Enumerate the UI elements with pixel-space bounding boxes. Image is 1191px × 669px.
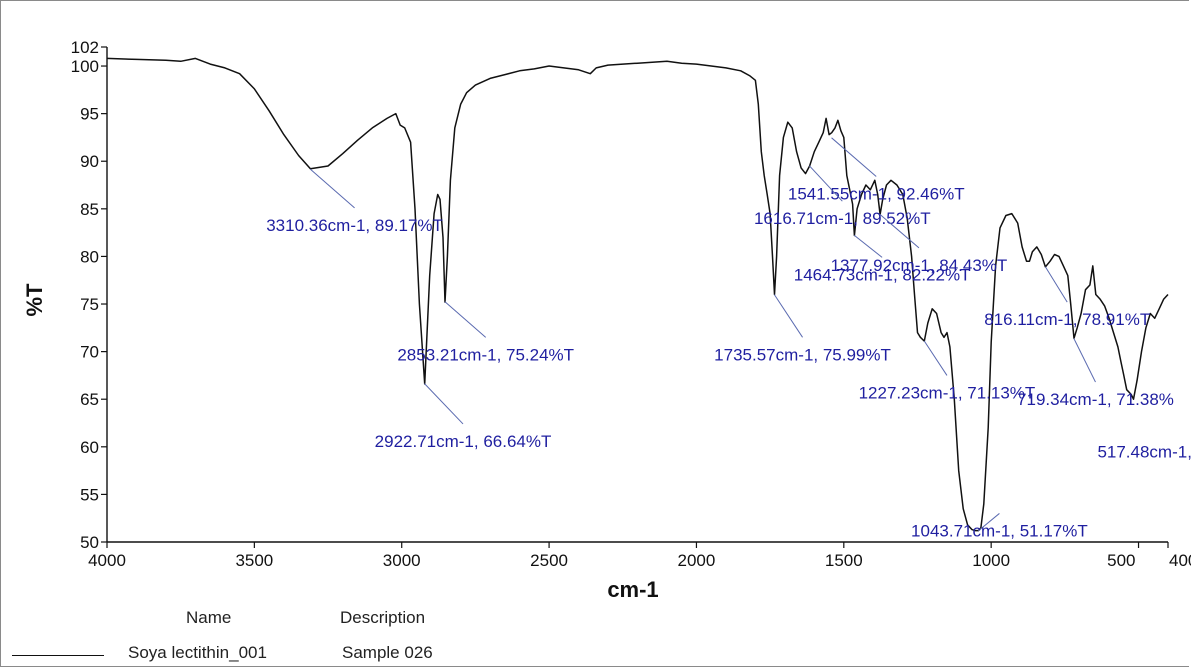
peak-annotation: 1616.71cm-1, 89.52%T bbox=[754, 209, 931, 228]
x-tick-label: 400 bbox=[1169, 551, 1191, 570]
y-tick-label: 85 bbox=[80, 200, 99, 219]
annotation-leader bbox=[309, 168, 355, 209]
annotation-leader bbox=[831, 137, 877, 177]
peak-annotation: 2922.71cm-1, 66.64%T bbox=[375, 432, 552, 451]
x-tick-label: 2500 bbox=[530, 551, 568, 570]
peak-annotation: 816.11cm-1, 78.91%T bbox=[984, 310, 1150, 329]
legend-name-value: Soya lectithin_001 bbox=[128, 643, 267, 662]
peak-annotation: 1541.55cm-1, 92.46%T bbox=[788, 184, 965, 203]
peak-annotation: 719.34cm-1, 71.38% bbox=[1017, 390, 1174, 409]
x-tick-label: 1500 bbox=[825, 551, 863, 570]
y-tick-label: 65 bbox=[80, 390, 99, 409]
peak-annotation: 3310.36cm-1, 89.17%T bbox=[266, 216, 443, 235]
x-axis-label: cm-1 bbox=[607, 577, 658, 602]
peak-annotation: 2853.21cm-1, 75.24%T bbox=[397, 345, 574, 364]
annotation-leader bbox=[773, 294, 803, 338]
annotation-leader bbox=[923, 340, 948, 376]
annotation-leader bbox=[809, 165, 843, 202]
x-tick-label: 2000 bbox=[678, 551, 716, 570]
x-tick-label: 3000 bbox=[383, 551, 421, 570]
plot-area bbox=[106, 57, 1169, 532]
x-tick-label: 500 bbox=[1107, 551, 1135, 570]
peak-annotation: 1377.92cm-1, 84.43%T bbox=[831, 256, 1008, 275]
y-tick-label: 100 bbox=[71, 57, 99, 76]
peak-annotation: 517.48cm-1, 6 bbox=[1097, 442, 1191, 461]
annotation-leader bbox=[444, 301, 487, 338]
y-tick-label: 50 bbox=[80, 533, 99, 552]
y-tick-label: 90 bbox=[80, 152, 99, 171]
annotation-leader bbox=[1073, 338, 1096, 383]
x-tick-label: 1000 bbox=[972, 551, 1010, 570]
legend-description-value: Sample 026 bbox=[342, 643, 433, 662]
legend-line-sample bbox=[12, 655, 104, 656]
legend-name-header: Name bbox=[186, 608, 232, 627]
annotation-leader bbox=[977, 513, 1000, 532]
y-tick-label: 75 bbox=[80, 295, 99, 314]
y-axis-label: %T bbox=[22, 283, 47, 317]
annotation-leader bbox=[424, 383, 464, 425]
axes bbox=[106, 47, 1168, 543]
spectrum-line-0 bbox=[106, 57, 1169, 532]
y-tick-label: 55 bbox=[80, 485, 99, 504]
annotations: 3310.36cm-1, 89.17%T 2853.21cm-1, 75.24%T… bbox=[266, 137, 1191, 540]
y-tick-label: 95 bbox=[80, 105, 99, 124]
peak-annotation: 1043.71cm-1, 51.17%T bbox=[911, 521, 1088, 540]
peak-annotation: 1464.73cm-1, 82.22%T bbox=[794, 265, 971, 284]
x-tick-label: 3500 bbox=[235, 551, 273, 570]
peak-annotation: 1735.57cm-1, 75.99%T bbox=[714, 345, 891, 364]
annotation-leader bbox=[853, 234, 883, 258]
annotation-leader bbox=[879, 213, 920, 249]
peak-annotation: 1227.23cm-1, 71.13%T bbox=[859, 383, 1036, 402]
x-tick-label: 4000 bbox=[88, 551, 126, 570]
y-tick-label: 70 bbox=[80, 343, 99, 362]
legend-description-header: Description bbox=[340, 608, 426, 627]
annotation-leader bbox=[1044, 266, 1068, 303]
y-tick-label: 60 bbox=[80, 438, 99, 457]
y-tick-label: 102 bbox=[71, 38, 99, 57]
y-tick-label: 80 bbox=[80, 247, 99, 266]
